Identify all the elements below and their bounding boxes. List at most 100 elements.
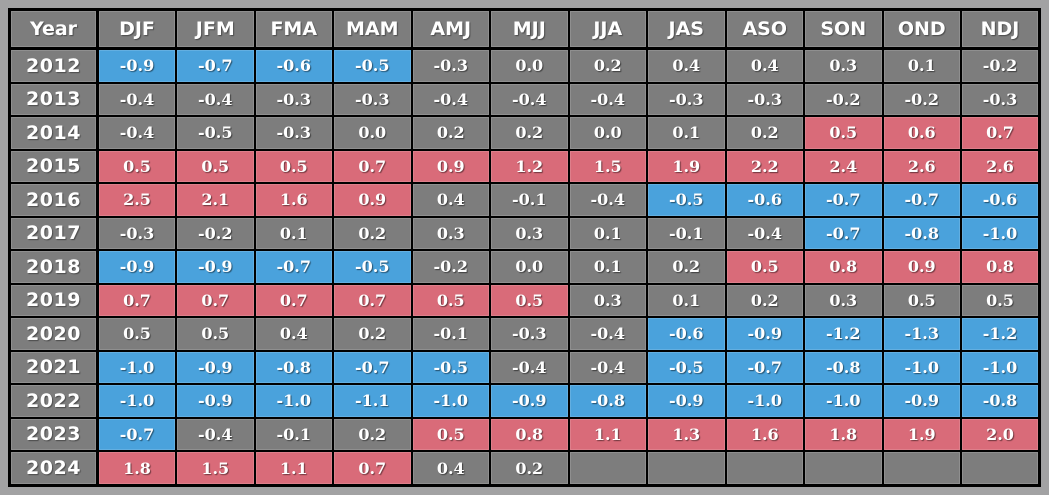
oni-value-cell: 1.9 <box>646 148 727 185</box>
oni-value-cell: 0.3 <box>410 215 491 252</box>
oni-value-cell: -0.7 <box>881 182 962 218</box>
oni-value-cell: 0.4 <box>724 47 805 84</box>
season-column-header: MAM <box>332 8 413 50</box>
oni-value-cell: 1.8 <box>96 450 177 487</box>
oni-value-cell: 0.4 <box>410 450 491 487</box>
oni-value-cell: -0.8 <box>803 349 884 386</box>
oni-value-cell: -0.2 <box>410 249 491 285</box>
oni-value-cell: 2.4 <box>803 148 884 185</box>
oni-value-cell: 0.8 <box>960 249 1041 285</box>
oni-value-cell: -1.0 <box>881 349 962 386</box>
oni-value-cell: 0.5 <box>803 115 884 151</box>
oni-value-cell: -0.4 <box>96 115 177 151</box>
oni-value-cell: -0.1 <box>646 215 727 252</box>
oni-value-cell: 0.5 <box>881 282 962 319</box>
oni-value-cell: 0.2 <box>332 316 413 352</box>
oni-value-cell: 0.0 <box>489 47 570 84</box>
oni-value-cell: 0.9 <box>332 182 413 218</box>
oni-value-cell: 0.2 <box>332 416 413 453</box>
oni-value-cell: 0.5 <box>175 148 256 185</box>
oni-value-cell: -0.9 <box>489 383 570 419</box>
oni-value-cell: 0.7 <box>332 148 413 185</box>
oni-value-cell: -0.1 <box>253 416 334 453</box>
oni-value-cell: -0.4 <box>567 349 648 386</box>
oni-value-cell: -0.8 <box>881 215 962 252</box>
table-row: 2024 1.8 1.5 1.1 0.7 0.4 0.2 <box>8 450 1041 487</box>
oni-value-cell: 1.5 <box>175 450 256 487</box>
oni-value-cell: 2.6 <box>960 148 1041 185</box>
oni-value-cell: 0.2 <box>410 115 491 151</box>
oni-value-cell: -0.4 <box>175 416 256 453</box>
oni-value-cell: 0.2 <box>567 47 648 84</box>
oni-value-cell: 1.1 <box>253 450 334 487</box>
oni-value-cell: -0.8 <box>567 383 648 419</box>
oni-value-cell: -0.4 <box>410 81 491 118</box>
oni-value-cell: 0.1 <box>646 115 727 151</box>
year-cell: 2022 <box>8 383 99 419</box>
oni-value-cell: -0.9 <box>175 383 256 419</box>
oni-value-cell: 1.5 <box>567 148 648 185</box>
oni-value-cell: -0.7 <box>253 249 334 285</box>
season-column-header: ASO <box>724 8 805 50</box>
oni-value-cell <box>881 450 962 487</box>
table-row: 2023 -0.7 -0.4 -0.1 0.2 0.5 0.8 1.1 1.3 1.6 1.8 1.9… <box>8 416 1041 453</box>
year-cell: 2017 <box>8 215 99 252</box>
oni-value-cell: -0.9 <box>96 249 177 285</box>
oni-value-cell: -0.3 <box>410 47 491 84</box>
season-column-header: SON <box>803 8 884 50</box>
year-cell: 2021 <box>8 349 99 386</box>
oni-value-cell: -0.6 <box>960 182 1041 218</box>
oni-value-cell: 1.2 <box>489 148 570 185</box>
oni-value-cell: 0.5 <box>96 148 177 185</box>
season-column-header: DJF <box>96 8 177 50</box>
oni-value-cell: 0.2 <box>646 249 727 285</box>
oni-value-cell: -0.3 <box>332 81 413 118</box>
oni-table: Year DJF JFM FMA MAM AMJ MJJ JJA JAS ASO SON OND NDJ… <box>8 8 1041 487</box>
oni-value-cell: -0.2 <box>803 81 884 118</box>
year-cell: 2019 <box>8 282 99 319</box>
oni-value-cell: -0.5 <box>175 115 256 151</box>
oni-value-cell: 0.4 <box>646 47 727 84</box>
oni-value-cell: -1.2 <box>960 316 1041 352</box>
year-cell: 2024 <box>8 450 99 487</box>
oni-value-cell: -0.7 <box>175 47 256 84</box>
oni-value-cell: 0.3 <box>803 282 884 319</box>
oni-value-cell: 1.6 <box>724 416 805 453</box>
oni-value-cell: -0.7 <box>332 349 413 386</box>
table-row: 2016 2.5 2.1 1.6 0.9 0.4 -0.1 -0.4 -0.5 -0.6 -0.7-… <box>8 182 1041 218</box>
oni-value-cell: 0.7 <box>253 282 334 319</box>
oni-value-cell: -0.4 <box>724 215 805 252</box>
oni-value-cell: -0.4 <box>567 182 648 218</box>
oni-value-cell: 0.5 <box>175 316 256 352</box>
season-column-header: JJA <box>567 8 648 50</box>
oni-value-cell: -0.4 <box>489 81 570 118</box>
oni-value-cell: -0.9 <box>646 383 727 419</box>
year-column-header: Year <box>8 8 99 50</box>
year-cell: 2018 <box>8 249 99 285</box>
oni-value-cell: 0.7 <box>332 450 413 487</box>
table-row: 2022 -1.0 -0.9 -1.0 -1.1 -1.0 -0.9 -0.8 -0.9 -1.0… <box>8 383 1041 419</box>
oni-value-cell: -0.9 <box>724 316 805 352</box>
oni-value-cell: 0.9 <box>881 249 962 285</box>
oni-value-cell: 0.5 <box>96 316 177 352</box>
oni-value-cell: 0.1 <box>881 47 962 84</box>
oni-value-cell: 1.3 <box>646 416 727 453</box>
oni-value-cell: 1.8 <box>803 416 884 453</box>
oni-value-cell: -0.7 <box>803 182 884 218</box>
season-column-header: MJJ <box>489 8 570 50</box>
oni-value-cell: 2.6 <box>881 148 962 185</box>
oni-value-cell: -0.9 <box>175 249 256 285</box>
table-row: 2019 0.7 0.7 0.7 0.7 0.5 0.5 0.3 0.1 0.2 0.3 0.5 0.5 <box>8 282 1041 319</box>
oni-value-cell: -0.4 <box>489 349 570 386</box>
season-column-header: FMA <box>253 8 334 50</box>
year-cell: 2014 <box>8 115 99 151</box>
oni-value-cell: -0.3 <box>253 81 334 118</box>
oni-value-cell: -0.9 <box>175 349 256 386</box>
oni-value-cell: 0.5 <box>489 282 570 319</box>
oni-value-cell: -1.0 <box>96 383 177 419</box>
table-row: 2013 -0.4 -0.4 -0.3 -0.3 -0.4 -0.4 -0.4 -0.3 -0.3… <box>8 81 1041 118</box>
oni-value-cell <box>724 450 805 487</box>
oni-value-cell <box>960 450 1041 487</box>
oni-value-cell: 0.1 <box>253 215 334 252</box>
